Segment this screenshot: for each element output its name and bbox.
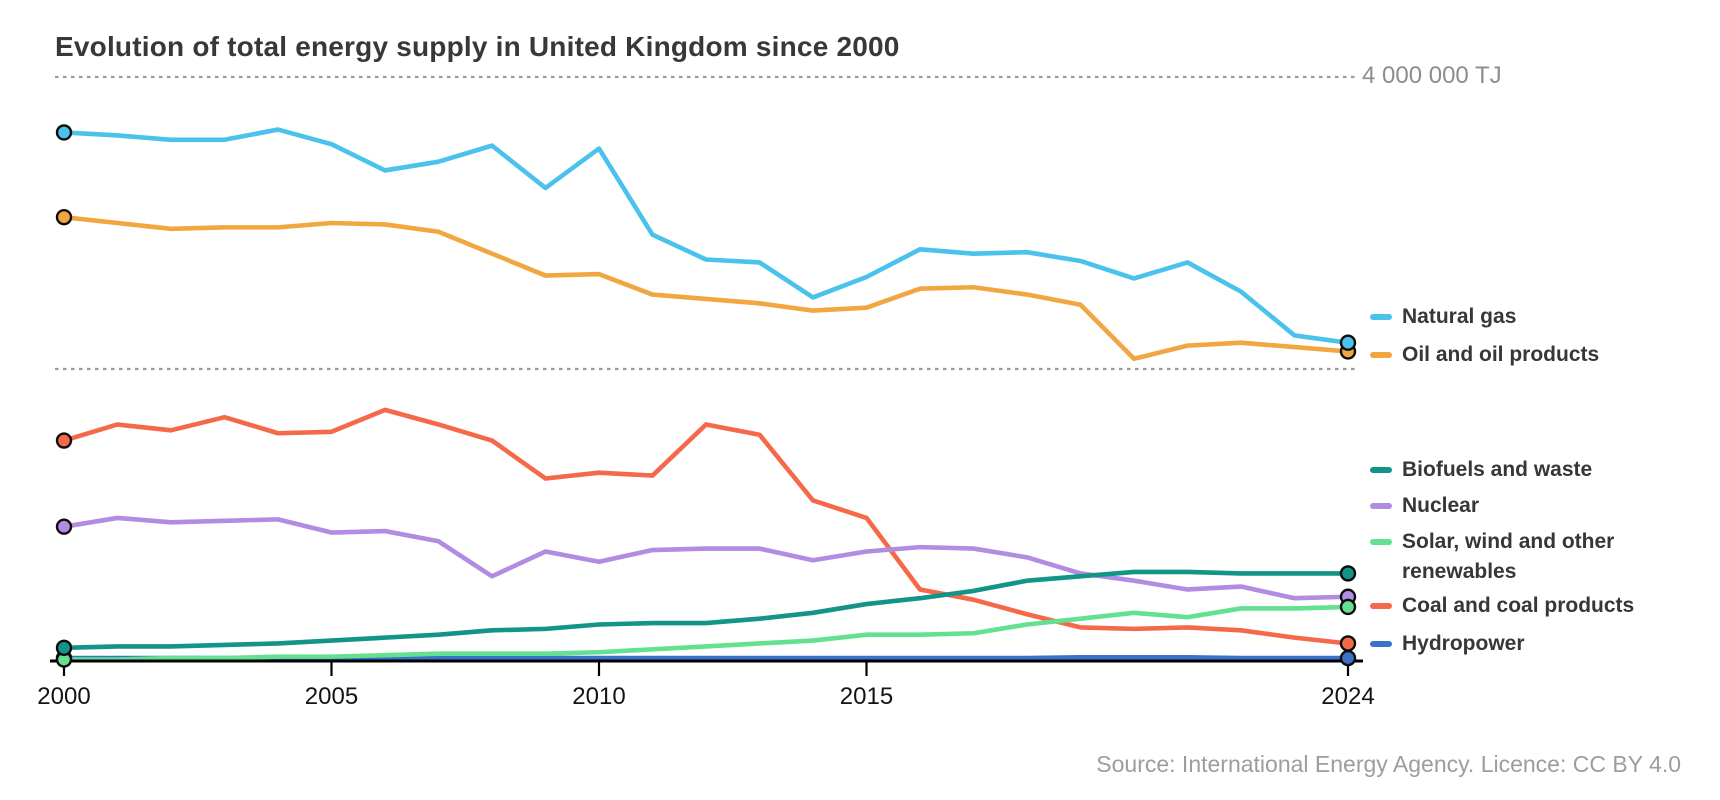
legend-lower: Biofuels and waste Nuclear Solar, wind and… — [1370, 455, 1638, 659]
series-lines — [61, 127, 1351, 662]
legend-label: Oil and oil products — [1402, 343, 1600, 366]
line-solar-wind-and-other-renewables — [61, 604, 1351, 662]
line-nuclear — [61, 515, 1351, 601]
legend-label: Coal and coal products — [1402, 594, 1635, 617]
legend-swatch-hydropower — [1370, 641, 1392, 647]
marker-biofuels-and-waste-2024 — [1339, 565, 1357, 582]
marker-natural-gas-2000 — [55, 124, 73, 141]
marker-biofuels-and-waste-2000 — [55, 639, 73, 657]
x-axis: 2000 2005 2010 2015 2024 — [37, 659, 1375, 710]
legend-item-nuclear: Nuclear — [1370, 491, 1638, 521]
legend-swatch-solar-wind-and-other-renewables — [1370, 539, 1392, 545]
legend-label: Biofuels and waste — [1402, 458, 1593, 481]
legend-swatch-coal-and-coal-products — [1370, 603, 1392, 609]
x-tick-label-2005: 2005 — [305, 683, 358, 710]
x-tick-label-2015: 2015 — [840, 683, 893, 710]
line-biofuels-and-waste — [61, 569, 1351, 651]
x-tick-label-2010: 2010 — [572, 683, 625, 710]
marker-hydropower-2024 — [1339, 649, 1357, 667]
legend-item-oil-and-oil-products: Oil and oil products — [1370, 340, 1599, 370]
marker-nuclear-2000 — [55, 518, 73, 535]
legend-item-natural-gas: Natural gas — [1370, 302, 1599, 332]
legend-label: Nuclear — [1402, 494, 1480, 517]
line-natural-gas — [61, 127, 1351, 346]
marker-natural-gas-2024 — [1339, 334, 1357, 351]
marker-oil-and-oil-products-2000 — [55, 208, 73, 226]
marker-coal-and-coal-products-2024 — [1339, 635, 1357, 652]
source-attribution: Source: International Energy Agency. Lic… — [1096, 751, 1681, 777]
legend-swatch-nuclear — [1370, 503, 1392, 509]
marker-solar-wind-and-other-renewables-2024 — [1339, 598, 1357, 616]
y-max-label: 4 000 000 TJ — [1362, 62, 1502, 89]
x-tick-label-2024: 2024 — [1321, 683, 1374, 710]
legend-item-hydropower: Hydropower — [1370, 629, 1638, 659]
legend-swatch-biofuels-and-waste — [1370, 467, 1392, 473]
legend-swatch-natural-gas — [1370, 314, 1392, 320]
x-tick-label-2000: 2000 — [37, 683, 90, 710]
line-coal-and-coal-products — [61, 407, 1351, 646]
legend-item-solar-wind-and-other-renewables: Solar, wind and other renewables — [1370, 527, 1638, 587]
legend-label: Natural gas — [1402, 305, 1517, 328]
legend-upper: Natural gas Oil and oil products — [1370, 302, 1599, 378]
page-title: Evolution of total energy supply in Unit… — [55, 31, 900, 62]
legend-item-biofuels-and-waste: Biofuels and waste — [1370, 455, 1638, 485]
legend-swatch-oil-and-oil-products — [1370, 352, 1392, 358]
legend-label: Solar, wind and other renewables — [1402, 530, 1615, 583]
line-oil-and-oil-products — [61, 214, 1351, 362]
marker-coal-and-coal-products-2000 — [55, 432, 73, 449]
gridlines — [55, 75, 1356, 371]
legend-item-coal-and-coal-products: Coal and coal products — [1370, 591, 1638, 621]
legend-label: Hydropower — [1402, 632, 1525, 655]
endpoint-markers — [55, 124, 1357, 668]
